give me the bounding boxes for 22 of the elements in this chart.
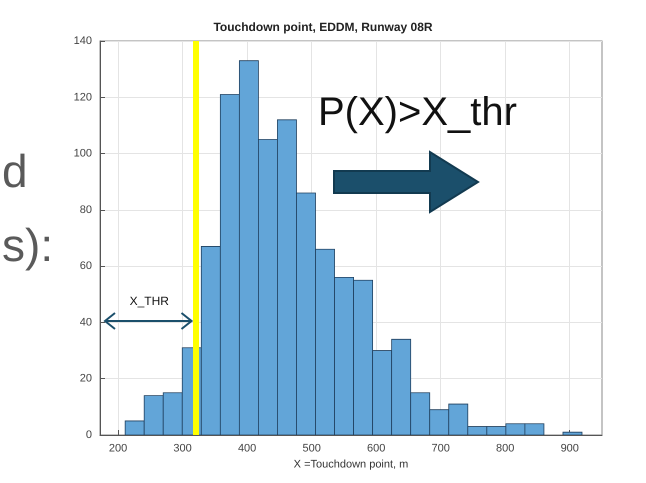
x-tick-label: 800 — [496, 442, 514, 454]
y-tick-label: 60 — [80, 260, 92, 272]
text: d — [2, 145, 28, 197]
y-tick-label: 80 — [80, 204, 92, 216]
y-tick-label: 140 — [74, 35, 92, 47]
y-tick-label: 40 — [80, 316, 92, 328]
x-tick-label: 500 — [302, 442, 321, 454]
x-tick-label: 700 — [432, 442, 450, 454]
x-tick-label: 600 — [366, 442, 386, 454]
y-tick-label: 120 — [74, 91, 92, 104]
x-tick-label: 200 — [108, 442, 128, 454]
x-axis-title: X =Touchdown point, m — [294, 458, 408, 470]
chart-title: Touchdown point, EDDM, Runway 08R — [213, 20, 433, 34]
y-tick-label: 20 — [80, 372, 92, 385]
annotation: P(X)>X_thr — [318, 90, 517, 134]
x-tick-label: 300 — [173, 442, 192, 454]
x-tick-label: 400 — [238, 442, 256, 454]
ref-line-label: X_THR — [128, 294, 170, 308]
y-tick-label: 0 — [86, 429, 92, 441]
x-tick-label: 900 — [560, 442, 579, 454]
text: s): — [2, 219, 54, 271]
y-tick-label: 100 — [74, 148, 92, 160]
